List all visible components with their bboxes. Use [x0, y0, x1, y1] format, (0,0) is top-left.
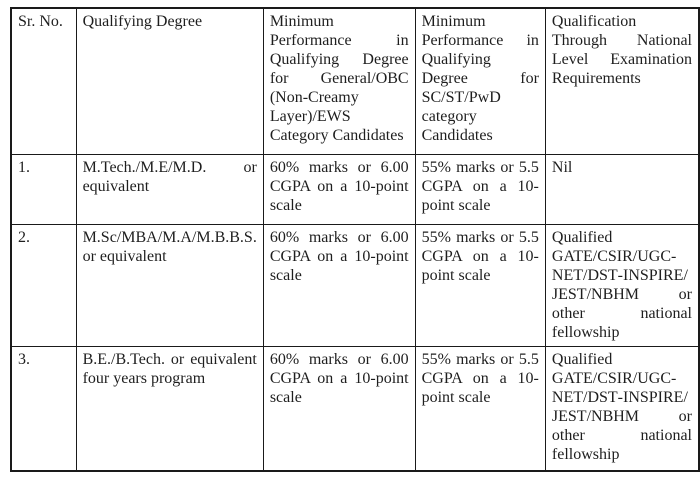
column-header-min-performance-general: Minimum Performance in Qualifying Degree… [262, 7, 416, 155]
table-row: 3. B.E./B.Tech. or equivalent four years… [10, 345, 700, 472]
table-header-row: Sr. No. Qualifying Degree Minimum Perfor… [10, 7, 700, 155]
eligibility-criteria-table: Sr. No. Qualifying Degree Minimum Perfor… [10, 7, 700, 472]
table-row: 1. M.Tech./M.E/M.D. or equivalent 60% ma… [10, 153, 700, 225]
column-header-min-performance-sc-st-pwd: Minimum Performance in Qualifying Degree… [414, 7, 546, 155]
cell-national-exam: Qualified GATE/CSIR/UGC-NET/DST‑INSPIRE/… [544, 345, 700, 472]
cell-sr-no: 3. [10, 345, 77, 472]
cell-min-performance-sc-st-pwd: 55% marks or 5.5 CGPA on a 10-point scal… [414, 223, 546, 347]
cell-min-performance-general: 60% marks or 6.00 CGPA on a 10-point sca… [262, 153, 416, 225]
table-row: 2. M.Sc/MBA/M.A/M.B.B.S. or equivalent 6… [10, 223, 700, 347]
cell-national-exam: Qualified GATE/CSIR/UGC-NET/DST‑INSPIRE/… [544, 223, 700, 347]
cell-min-performance-sc-st-pwd: 55% marks or 5.5 CGPA on a 10-point scal… [414, 153, 546, 225]
column-header-qualifying-degree: Qualifying Degree [75, 7, 264, 155]
cell-sr-no: 2. [10, 223, 77, 347]
cell-qualifying-degree: M.Tech./M.E/M.D. or equivalent [75, 153, 264, 225]
cell-qualifying-degree: M.Sc/MBA/M.A/M.B.B.S. or equivalent [75, 223, 264, 347]
cell-sr-no: 1. [10, 153, 77, 225]
cell-min-performance-general: 60% marks or 6.00 CGPA on a 10-point sca… [262, 223, 416, 347]
cell-qualifying-degree: B.E./B.Tech. or equivalent four years pr… [75, 345, 264, 472]
cell-national-exam: Nil [544, 153, 700, 225]
column-header-national-exam: Qualification Through National Level Exa… [544, 7, 700, 155]
cell-min-performance-sc-st-pwd: 55% marks or 5.5 CGPA on a 10-point scal… [414, 345, 546, 472]
cell-min-performance-general: 60% marks or 6.00 CGPA on a 10-point sca… [262, 345, 416, 472]
column-header-sr-no: Sr. No. [10, 7, 77, 155]
